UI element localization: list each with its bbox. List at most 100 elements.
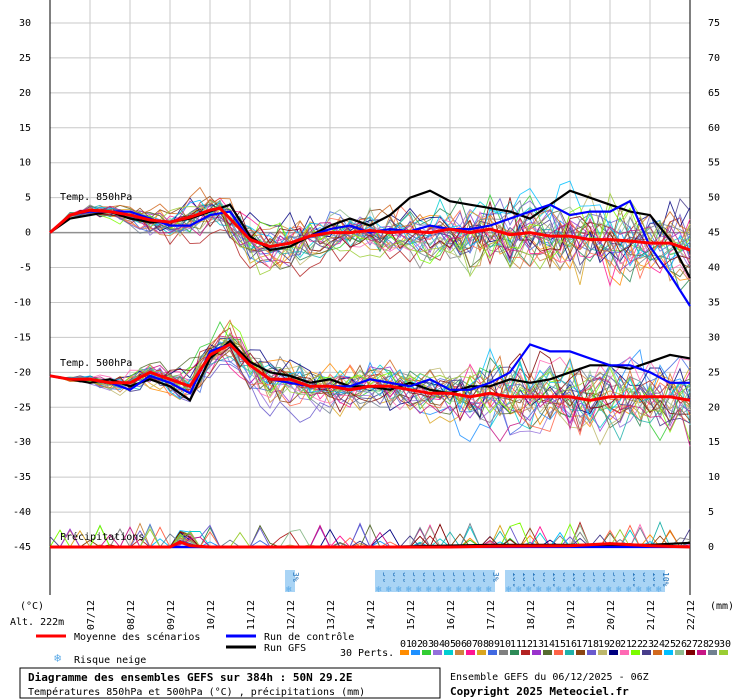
pert-legend-label: 03 [422,639,434,650]
pert-legend-label: 07 [466,639,478,650]
x-tick-label: 17/12 [486,600,497,630]
right-tick-label: 70 [708,53,720,64]
left-tick-label: -40 [13,507,31,518]
pert-legend-swatch [521,650,530,655]
left-tick-label: -10 [13,297,31,308]
pert-legend-swatch [620,650,629,655]
pert-legend-label: 22 [631,639,643,650]
snow-risk-marker [405,570,415,592]
left-tick-label: -30 [13,437,31,448]
series-line-1-t500 [49,343,690,395]
snowflake-icon: ❄ [416,585,422,595]
pert-legend-swatch [631,650,640,655]
label-precip: Précipitations [60,531,144,543]
right-axis-unit: (mm) [710,601,734,612]
pert-legend-label: 16 [565,639,577,650]
pert-legend-label: 05 [444,639,456,650]
snowflake-icon: ❄ [556,585,562,595]
pert-legend-label: 04 [433,639,445,650]
snowflake-icon: ❄ [516,585,522,595]
legend-gfs-label: Run GFS [264,643,306,654]
snow-risk-pct: 3% [291,572,300,582]
right-tick-label: 20 [708,402,720,413]
x-tick-label: 07/12 [86,600,97,630]
pert-legend-swatch [587,650,596,655]
snow-risk-marker [505,570,515,592]
right-tick-label: 40 [708,263,720,274]
snow-risk-marker [615,570,625,592]
snowflake-icon: ❄ [646,585,652,595]
legend: Moyenne des scénarios Run de contrôle Ru… [36,631,731,666]
chart-title: Diagramme des ensembles GEFS sur 384h : … [28,671,353,684]
right-tick-label: 75 [708,18,720,29]
perturbation-legend: 0102030405060708091011121314151617181920… [400,639,731,655]
perturbation-line-25-t850 [49,180,691,273]
snowflake-icon: ❄ [436,585,442,595]
right-tick-label: 50 [708,193,720,204]
x-tick-label: 21/12 [646,600,657,630]
left-tick-label: -45 [13,542,31,553]
pert-legend-label: 24 [653,639,665,650]
pert-legend-swatch [422,650,431,655]
ensemble-info: Ensemble GEFS du 06/12/2025 - 06Z [450,672,649,683]
snow-risk-marker [555,570,565,592]
snowflake-icon: ❄ [656,585,662,595]
legend-snow-label: Risque neige [74,655,146,666]
left-tick-label: 20 [19,88,31,99]
left-tick-label: -35 [13,472,31,483]
perturbation-line-04-t850 [49,205,691,269]
left-tick-label: 10 [19,158,31,169]
snow-risk-marker [445,570,455,592]
pert-legend-swatch [433,650,442,655]
snowflake-icon: ❄ [406,585,412,595]
snowflake-icon: ❄ [456,585,462,595]
snowflake-icon: ❄ [636,585,642,595]
snow-risk-marker [565,570,575,592]
pert-legend-label: 17 [576,639,588,650]
label-t850: Temp. 850hPa [60,192,132,203]
snowflake-icon: ❄ [286,585,292,595]
pert-legend-label: 02 [411,639,423,650]
snow-risk-marker [545,570,555,592]
snow-risk-pct: 3% [491,572,500,582]
altitude-label: Alt. 222m [10,617,64,628]
snow-risk-marker [525,570,535,592]
x-tick-label: 10/12 [206,600,217,630]
snow-risk-marker [645,570,655,592]
series-line-0-t850 [49,206,691,252]
x-tick-label: 15/12 [406,600,417,630]
snowflake-icon: ❄ [476,585,482,595]
series-precip-0 [50,540,691,549]
perturbation-line-28-t500 [49,335,691,447]
left-tick-label: -25 [13,402,31,413]
legend-control-label: Run de contrôle [264,631,354,643]
pert-legend-swatch [455,650,464,655]
right-tick-label: 35 [708,297,720,308]
pert-legend-swatch [598,650,607,655]
x-tick-label: 14/12 [366,600,377,630]
right-tick-label: 65 [708,88,720,99]
snow-risk-marker [415,570,425,592]
pert-legend-label: 30 [719,639,731,650]
right-tick-label: 0 [708,542,714,553]
x-tick-label: 22/12 [686,600,697,630]
pert-legend-swatch [609,650,618,655]
pert-legend-swatch [719,650,728,655]
pert-legend-swatch [664,650,673,655]
left-tick-label: -5 [19,263,31,274]
snow-risk-marker [435,570,445,592]
pert-legend-swatch [708,650,717,655]
left-tick-label: -15 [13,332,31,343]
series-line-0-t500 [49,342,691,402]
pert-legend-label: 20 [609,639,621,650]
snowflake-icon: ❄ [616,585,622,595]
pert-legend-label: 18 [587,639,599,650]
snow-risk-marker [475,570,485,592]
right-tick-label: 60 [708,123,720,134]
x-tick-label: 08/12 [126,600,137,630]
pert-legend-swatch [499,650,508,655]
pert-legend-label: 25 [664,639,676,650]
pert-legend-label: 21 [620,639,632,650]
snowflake-icon: ❄ [426,585,432,595]
